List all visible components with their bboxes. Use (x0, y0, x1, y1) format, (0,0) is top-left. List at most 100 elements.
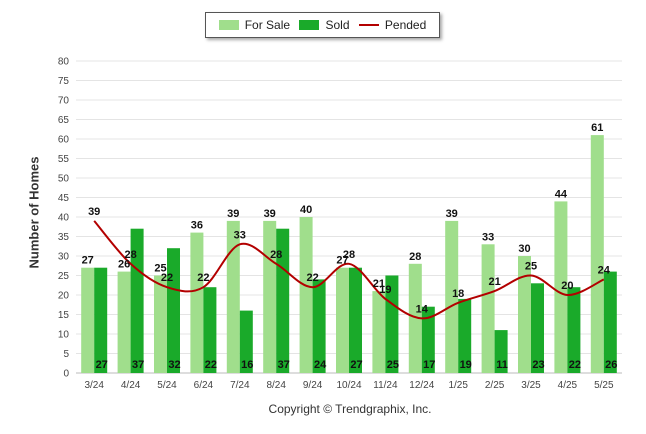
pended-line (93, 220, 605, 320)
bar-for-sale (263, 220, 277, 373)
x-tick-label: 6/24 (194, 380, 214, 391)
label-for-sale: 40 (300, 204, 312, 216)
label-pended: 28 (270, 249, 282, 261)
y-tick-label: 25 (58, 271, 70, 282)
bar-for-sale (518, 256, 531, 373)
pended-line-group (93, 220, 605, 320)
x-tick-label: 8/24 (266, 380, 286, 391)
x-axis: 3/24 4/24 5/24 6/24 7/24 8/24 9/24 10/24 11/24 12… (84, 380, 614, 391)
label-sold: 25 (387, 359, 399, 371)
y-tick-label: 65 (58, 115, 70, 126)
label-pended: 21 (488, 276, 500, 288)
bar-for-sale (81, 267, 95, 373)
bar-sold (421, 306, 435, 373)
label-for-sale: 39 (227, 208, 239, 220)
label-sold: 22 (569, 359, 581, 371)
legend: For Sale Sold Pended (205, 12, 440, 38)
y-tick-label: 75 (58, 76, 70, 87)
bar-sold (94, 267, 108, 373)
label-for-sale: 28 (409, 251, 421, 263)
x-tick-label: 7/24 (230, 380, 250, 391)
label-for-sale: 25 (154, 263, 166, 275)
label-pended: 33 (234, 229, 246, 241)
label-pended: 28 (343, 249, 355, 261)
label-for-sale: 27 (336, 255, 348, 267)
x-tick-label: 2/25 (485, 380, 505, 391)
legend-item-sold[interactable]: Sold (299, 18, 350, 32)
bar-sold (312, 279, 326, 373)
label-pended: 22 (197, 272, 209, 284)
label-sold: 27 (350, 359, 362, 371)
bar-for-sale (117, 271, 131, 373)
y-tick-label: 55 (58, 154, 70, 165)
label-for-sale: 39 (446, 208, 458, 220)
label-for-sale: 44 (555, 188, 568, 200)
x-tick-label: 3/25 (521, 380, 541, 391)
label-sold: 26 (605, 359, 617, 371)
y-tick-label: 10 (58, 330, 70, 341)
label-pended: 24 (598, 264, 611, 276)
copyright-text: Copyright © Trendgraphix, Inc. (268, 402, 432, 416)
label-pended: 22 (161, 272, 173, 284)
x-tick-label: 12/24 (409, 380, 434, 391)
bar-for-sale (299, 217, 313, 373)
bar-for-sale (445, 220, 459, 373)
label-sold: 16 (241, 359, 253, 371)
bar-sold (239, 310, 253, 373)
bar-for-sale (554, 201, 568, 373)
x-tick-label: 10/24 (336, 380, 361, 391)
label-pended: 25 (525, 261, 537, 273)
y-tick-label: 20 (58, 291, 70, 302)
data-labels-group: 27 27 26 37 25 32 36 22 39 16 39 37 40 24 27 27 21 25 28 17… (82, 122, 618, 371)
label-sold: 11 (496, 359, 508, 371)
label-sold: 27 (96, 359, 108, 371)
y-tick-label: 50 (58, 174, 70, 185)
y-tick-label: 30 (58, 252, 70, 263)
x-tick-label: 4/24 (121, 380, 141, 391)
y-axis-title: Number of Homes (26, 156, 42, 269)
legend-item-for-sale[interactable]: For Sale (218, 18, 291, 32)
label-for-sale: 26 (118, 259, 130, 271)
y-axis: 0 5 10 15 20 25 30 35 40 45 50 55 60 65 70 75 80 (58, 57, 70, 380)
y-tick-label: 35 (58, 232, 70, 243)
y-tick-label: 70 (58, 96, 70, 107)
label-for-sale: 21 (373, 278, 385, 290)
bar-for-sale (154, 275, 167, 373)
y-tick-label: 45 (58, 193, 70, 204)
label-pended: 14 (416, 303, 429, 315)
legend-label-pended: Pended (384, 18, 427, 32)
bar-sold (130, 228, 144, 373)
bar-sold (349, 267, 362, 373)
label-sold: 22 (205, 359, 217, 371)
x-tick-label: 4/25 (558, 380, 578, 391)
label-sold: 17 (423, 359, 435, 371)
bar-sold (458, 298, 472, 373)
x-tick-label: 11/24 (373, 380, 398, 391)
y-tick-label: 5 (63, 349, 69, 360)
y-tick-label: 40 (58, 213, 70, 224)
label-sold: 37 (132, 359, 144, 371)
legend-item-pended[interactable]: Pended (358, 18, 427, 32)
bar-for-sale (481, 244, 495, 373)
bar-sold (531, 283, 544, 373)
label-pended: 22 (306, 272, 318, 284)
label-for-sale: 30 (518, 243, 530, 255)
bar-for-sale (590, 135, 604, 373)
x-tick-label: 3/24 (84, 380, 104, 391)
bar-for-sale (408, 263, 422, 373)
bar-for-sale (336, 267, 349, 373)
sold-swatch (299, 20, 320, 30)
bar-sold (203, 287, 217, 373)
label-pended: 19 (379, 284, 391, 296)
x-tick-label: 5/24 (157, 380, 177, 391)
y-tick-label: 60 (58, 135, 70, 146)
x-tick-label: 5/25 (594, 380, 614, 391)
label-pended: 28 (124, 249, 136, 261)
y-tick-label: 0 (63, 369, 69, 380)
y-tick-label: 15 (58, 310, 70, 321)
bar-sold (494, 330, 508, 373)
for-sale-swatch (218, 20, 239, 30)
label-for-sale: 39 (264, 208, 276, 220)
legend-label-for-sale: For Sale (244, 18, 291, 32)
